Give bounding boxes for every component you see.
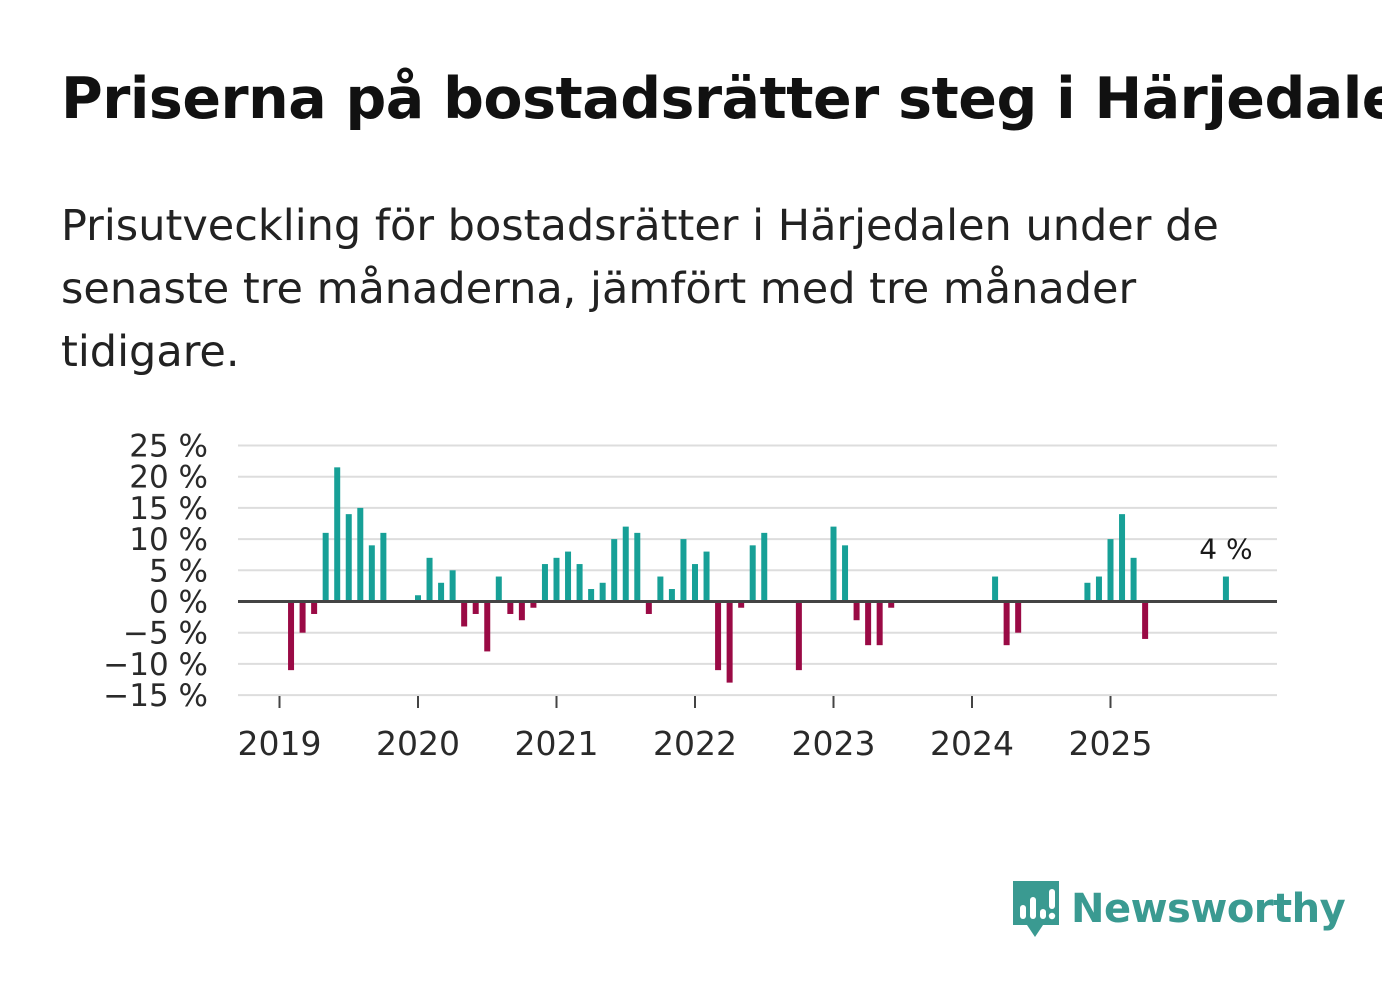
- last-value-label: 4 %: [1199, 533, 1252, 566]
- y-tick-label: −10 %: [103, 647, 208, 683]
- bar-2021-02[interactable]: [565, 551, 572, 602]
- newsworthy-logo-text: Newsworthy: [1071, 886, 1346, 932]
- bar-2019-03[interactable]: [299, 601, 306, 633]
- bar-2019-05[interactable]: [322, 532, 329, 602]
- bar-2020-03[interactable]: [438, 582, 445, 602]
- newsworthy-logo[interactable]: Newsworthy: [1011, 878, 1346, 940]
- bar-2021-12[interactable]: [680, 539, 687, 602]
- y-tick-label: 10 %: [129, 522, 208, 558]
- bar-2020-06[interactable]: [472, 601, 479, 614]
- chart-title: Priserna på bostadsrätter steg i Härjeda…: [61, 66, 1382, 132]
- x-axis-ticks: 2019 2020 2021 2022 2023 2024 2025: [238, 696, 1153, 763]
- bar-2020-05[interactable]: [461, 601, 468, 627]
- bar-2019-04[interactable]: [311, 601, 318, 614]
- bar-2025-02[interactable]: [1119, 514, 1126, 602]
- bar-2020-07[interactable]: [484, 601, 491, 652]
- bar-2020-02[interactable]: [426, 557, 433, 602]
- bar-2023-01[interactable]: [830, 526, 837, 602]
- x-tick-label: 2023: [792, 724, 876, 763]
- bar-2021-04[interactable]: [588, 589, 595, 602]
- bar-2021-09[interactable]: [645, 601, 652, 614]
- bar-2025-04[interactable]: [1142, 601, 1149, 639]
- x-tick-label: 2021: [515, 724, 599, 763]
- bar-2022-06[interactable]: [749, 545, 756, 602]
- bar-2022-05[interactable]: [738, 601, 745, 608]
- y-axis-ticks: 25 %20 %15 %10 %5 %0 %−5 %−10 %−15 %: [103, 429, 208, 715]
- y-tick-label: −15 %: [103, 678, 208, 714]
- x-tick-label: 2020: [376, 724, 460, 763]
- bar-2020-01[interactable]: [415, 595, 421, 602]
- bar-2021-08[interactable]: [634, 532, 641, 602]
- bar-2024-05[interactable]: [1015, 601, 1022, 633]
- chart-subtitle: Prisutveckling för bostadsrätter i Härje…: [61, 201, 1219, 377]
- bar-2020-10[interactable]: [518, 601, 525, 621]
- bar-2022-10[interactable]: [795, 601, 802, 671]
- bar-2020-04[interactable]: [449, 570, 456, 602]
- y-tick-label: 20 %: [129, 460, 208, 496]
- bar-2019-08[interactable]: [357, 507, 364, 602]
- grid-lines: [238, 444, 1277, 697]
- y-tick-label: 15 %: [129, 491, 208, 527]
- bar-2025-03[interactable]: [1130, 557, 1137, 602]
- bar-2021-11[interactable]: [668, 589, 675, 602]
- bar-2023-06[interactable]: [888, 601, 895, 608]
- y-tick-label: 0 %: [149, 585, 208, 621]
- bar-2019-06[interactable]: [334, 467, 341, 602]
- bar-2022-07[interactable]: [761, 532, 768, 602]
- bar-2020-12[interactable]: [541, 564, 548, 602]
- y-tick-label: −5 %: [123, 616, 208, 652]
- bar-2021-06[interactable]: [611, 539, 618, 602]
- bar-2024-11[interactable]: [1084, 582, 1091, 602]
- bar-2023-03[interactable]: [853, 601, 860, 621]
- bar-2023-04[interactable]: [865, 601, 872, 646]
- x-tick-label: 2022: [653, 724, 737, 763]
- x-tick-label: 2019: [238, 724, 322, 763]
- y-tick-label: 5 %: [149, 553, 208, 589]
- bar-series: [288, 467, 1229, 683]
- newsworthy-logo-icon: [1013, 881, 1059, 937]
- bar-2023-02[interactable]: [842, 545, 849, 602]
- bar-2024-03[interactable]: [992, 576, 999, 602]
- x-tick-label: 2024: [930, 724, 1014, 763]
- bar-2019-07[interactable]: [345, 514, 352, 602]
- bar-2020-11[interactable]: [530, 601, 537, 608]
- bar-2021-05[interactable]: [599, 582, 606, 602]
- bar-2024-12[interactable]: [1095, 576, 1102, 602]
- x-tick-label: 2025: [1069, 724, 1153, 763]
- bar-2020-09[interactable]: [507, 601, 514, 614]
- y-tick-label: 25 %: [129, 429, 208, 465]
- bar-2019-09[interactable]: [368, 545, 375, 602]
- bar-2020-08[interactable]: [495, 576, 502, 602]
- bar-2025-11[interactable]: [1222, 576, 1229, 602]
- bar-2021-10[interactable]: [657, 576, 664, 602]
- bar-2022-01[interactable]: [692, 564, 698, 602]
- bar-2019-02[interactable]: [288, 601, 295, 671]
- bar-2019-10[interactable]: [380, 532, 387, 602]
- bar-2024-04[interactable]: [1003, 601, 1010, 646]
- bar-2022-04[interactable]: [726, 601, 733, 683]
- bar-2021-01[interactable]: [553, 557, 560, 602]
- bar-2022-03[interactable]: [715, 601, 722, 671]
- bar-2021-07[interactable]: [622, 526, 629, 602]
- bar-2023-05[interactable]: [876, 601, 883, 646]
- bar-2025-01[interactable]: [1107, 539, 1114, 602]
- bar-2022-02[interactable]: [703, 551, 710, 602]
- bar-2021-03[interactable]: [576, 564, 583, 602]
